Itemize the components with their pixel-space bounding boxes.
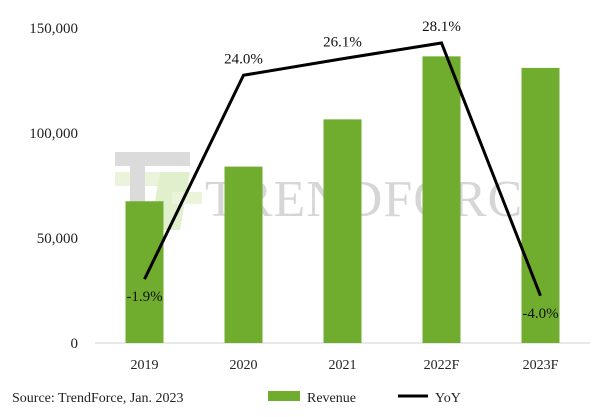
y-tick-label: 100,000	[29, 126, 78, 142]
x-tick-label: 2019	[131, 358, 159, 373]
legend: Revenue YoY	[268, 391, 461, 406]
bar-revenue	[125, 201, 164, 343]
x-tick-label: 2021	[329, 358, 357, 373]
y-tick-label: 50,000	[37, 231, 78, 247]
bar-revenue	[323, 119, 362, 343]
y-tick-label: 150,000	[29, 21, 78, 37]
bar-revenue	[521, 67, 560, 344]
x-tick-label: 2023F	[523, 358, 559, 373]
legend-swatch-revenue	[268, 391, 300, 401]
legend-label-yoy: YoY	[435, 391, 461, 406]
yoy-data-label: 28.1%	[422, 19, 461, 35]
yoy-data-label: -1.9%	[126, 289, 162, 305]
yoy-data-label: 24.0%	[224, 51, 263, 67]
plot-area: 0 50,000 100,000 150,000 2019 2020 2021 2022F 20…	[29, 19, 590, 373]
y-tick-label: 0	[71, 336, 79, 352]
x-tick-label: 2022F	[424, 358, 460, 373]
yoy-line	[143, 41, 542, 297]
yoy-data-label: 26.1%	[323, 35, 362, 51]
bar-revenue	[224, 166, 263, 343]
x-tick-label: 2020	[230, 358, 258, 373]
bar-revenue	[422, 56, 461, 343]
watermark-logo: TRENDFORCE	[115, 152, 555, 230]
legend-label-revenue: Revenue	[307, 391, 356, 406]
yoy-data-label: -4.0%	[522, 306, 558, 322]
source-note: Source: TrendForce, Jan. 2023	[12, 391, 184, 406]
